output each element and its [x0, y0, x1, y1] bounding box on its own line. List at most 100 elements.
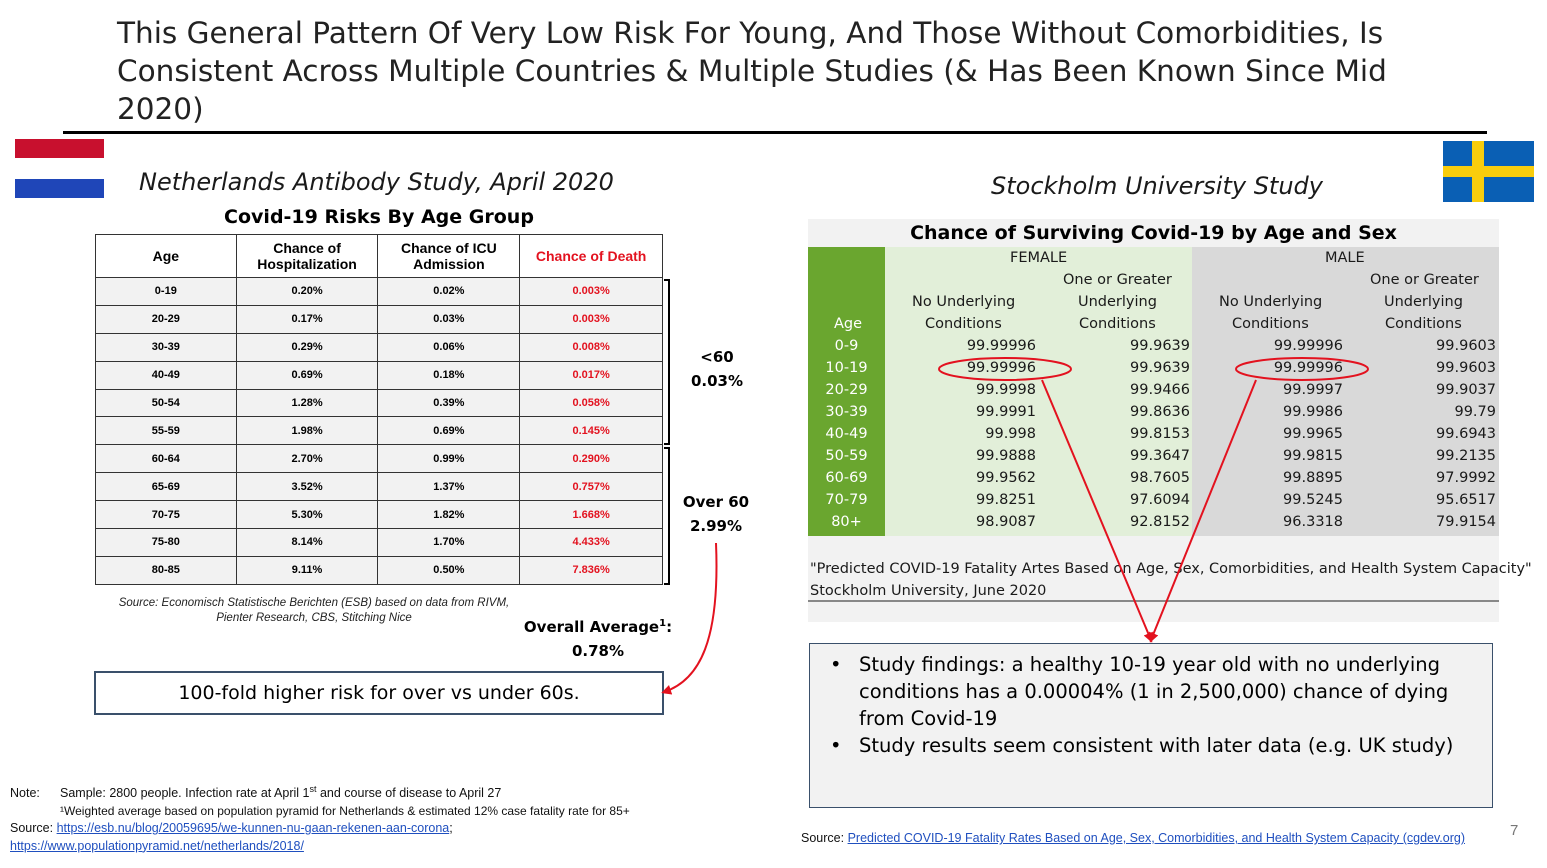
under-60-label: <60: [700, 348, 734, 366]
icu-cell: 1.70%: [377, 528, 521, 557]
over-60-value: 2.99%: [689, 517, 743, 535]
hospitalization-cell: 8.14%: [235, 528, 379, 557]
hospitalization-cell: 3.52%: [235, 472, 379, 502]
death-cell: 4.433%: [519, 528, 663, 557]
finding-item: • Study findings: a healthy 10-19 year ol…: [830, 651, 1480, 732]
age-cell: 40-49: [825, 426, 868, 442]
stockholm-source: Source: Predicted COVID-19 Fatality Rate…: [801, 831, 1465, 845]
age-cell: 20-29: [825, 382, 868, 398]
table-row: 50-54 1.28% 0.39% 0.058%: [95, 388, 663, 418]
icu-cell: 0.03%: [377, 304, 521, 334]
table-row: 60-64 2.70% 0.99% 0.290%: [95, 444, 663, 474]
age-cell: 60-64: [95, 444, 237, 474]
population-pyramid-link[interactable]: https://www.populationpyramid.net/nether…: [10, 838, 304, 853]
source-line: Source: https://esb.nu/blog/20059695/we-…: [10, 820, 790, 838]
female-one-or-greater-header-3: Conditions: [1079, 316, 1156, 332]
table-row: 20-29 0.17% 0.03% 0.003%: [95, 304, 663, 334]
age-cell: 75-80: [95, 528, 237, 557]
note-sample-sup: st: [309, 784, 317, 794]
flag-cross-horizontal: [1443, 166, 1534, 177]
header-age: Age: [95, 234, 237, 278]
netherlands-risk-table: Age Chance of Hospitalization Chance of …: [95, 234, 663, 585]
note-sample-line: Note: Sample: 2800 people. Infection rate…: [10, 781, 790, 803]
stockholm-study-heading: Stockholm University Study: [991, 172, 1323, 200]
sweden-flag-icon: [1443, 141, 1534, 202]
hospitalization-cell: 0.20%: [235, 277, 379, 306]
page-number: 7: [1510, 822, 1519, 839]
female-one-or-greater-cell: 92.8152: [1130, 514, 1190, 530]
header-icu: Chance of ICU Admission: [377, 234, 521, 278]
male-one-or-greater-header-1: One or Greater: [1370, 272, 1479, 288]
age-cell: 0-9: [834, 338, 859, 354]
overall-average-value: 0.78%: [571, 642, 625, 660]
hospitalization-cell: 1.98%: [235, 416, 379, 446]
age-cell: 80-85: [95, 555, 237, 585]
stockholm-citation: "Predicted COVID-19 Fatality Artes Based…: [810, 558, 1532, 602]
female-no-underlying-cell: 99.9562: [976, 470, 1036, 486]
death-cell: 1.668%: [519, 500, 663, 530]
male-no-underlying-cell: 99.99996: [1273, 360, 1343, 376]
male-one-or-greater-cell: 99.9603: [1436, 360, 1496, 376]
female-one-or-greater-cell: 99.9639: [1130, 338, 1190, 354]
age-cell: 40-49: [95, 360, 237, 390]
age-cell: 60-69: [825, 470, 868, 486]
hospitalization-cell: 1.28%: [235, 388, 379, 418]
male-no-underlying-cell: 96.3318: [1283, 514, 1343, 530]
age-cell: 80+: [831, 514, 862, 530]
male-no-underlying-cell: 99.5245: [1283, 492, 1343, 508]
hospitalization-cell: 0.29%: [235, 332, 379, 362]
footnotes: Note: Sample: 2800 people. Infection rate…: [10, 781, 790, 855]
overall-average-footnote: 1: [659, 618, 667, 629]
female-no-underlying-cell: 99.8251: [976, 492, 1036, 508]
overall-average-colon: :: [666, 618, 673, 636]
flag-red-stripe: [15, 139, 104, 158]
age-cell: 70-79: [825, 492, 868, 508]
death-cell: 0.058%: [519, 388, 663, 418]
icu-cell: 0.99%: [377, 444, 521, 474]
female-no-underlying-cell: 99.9998: [976, 382, 1036, 398]
female-one-or-greater-header-2: Underlying: [1078, 294, 1157, 310]
table-row: 30-39 0.29% 0.06% 0.008%: [95, 332, 663, 362]
table-row: 70-75 5.30% 1.82% 1.668%: [95, 500, 663, 530]
header-hospitalization: Chance of Hospitalization: [235, 234, 379, 278]
icu-cell: 1.37%: [377, 472, 521, 502]
table-row: 0-19 0.20% 0.02% 0.003%: [95, 277, 663, 306]
male-no-underlying-cell: 99.8895: [1283, 470, 1343, 486]
female-no-underlying-cell: 99.998: [985, 426, 1036, 442]
hospitalization-cell: 5.30%: [235, 500, 379, 530]
death-cell: 0.003%: [519, 304, 663, 334]
overall-average-label-line: Overall Average1:: [520, 612, 676, 639]
hospitalization-cell: 2.70%: [235, 444, 379, 474]
male-no-underlying-cell: 99.9965: [1283, 426, 1343, 442]
death-cell: 0.008%: [519, 332, 663, 362]
female-one-or-greater-cell: 97.6094: [1130, 492, 1190, 508]
finding-text: Study results seem consistent with later…: [859, 734, 1454, 757]
note-weighted-average: ¹Weighted average based on population py…: [60, 803, 630, 818]
note-label: Note:: [10, 786, 40, 801]
table-row: 65-69 3.52% 1.37% 0.757%: [95, 472, 663, 502]
age-cell: 30-39: [825, 404, 868, 420]
cgdev-source-link[interactable]: Predicted COVID-19 Fatality Rates Based …: [847, 831, 1465, 845]
table-row: 75-80 8.14% 1.70% 4.433%: [95, 528, 663, 557]
death-cell: 7.836%: [519, 555, 663, 585]
over-60-label: Over 60: [682, 493, 750, 511]
icu-cell: 1.82%: [377, 500, 521, 530]
female-no-underlying-header-2: Conditions: [925, 316, 1002, 332]
female-one-or-greater-header-1: One or Greater: [1063, 272, 1172, 288]
title-divider: [63, 131, 1487, 134]
age-cell: 50-54: [95, 388, 237, 418]
stockholm-source-label: Source:: [801, 831, 845, 845]
flag-blue-stripe: [15, 179, 104, 198]
female-one-or-greater-cell: 99.8636: [1130, 404, 1190, 420]
stockholm-citation-divider: [808, 600, 1499, 602]
netherlands-source-line-2: Pienter Research, CBS, Stitching Nice: [216, 612, 412, 624]
esb-source-link[interactable]: https://esb.nu/blog/20059695/we-kunnen-n…: [56, 821, 450, 836]
over-60-bracket: [664, 447, 670, 585]
bullet-icon: •: [830, 734, 842, 757]
netherlands-table-title: Covid-19 Risks By Age Group: [224, 206, 534, 228]
risk-comparison-box: 100-fold higher risk for over vs under 6…: [94, 671, 664, 715]
female-no-underlying-cell: 99.99996: [966, 360, 1036, 376]
note-sample-text: Sample: 2800 people. Infection rate at A…: [60, 786, 310, 801]
male-one-or-greater-cell: 79.9154: [1436, 514, 1496, 530]
female-no-underlying-header-1: No Underlying: [912, 294, 1016, 310]
